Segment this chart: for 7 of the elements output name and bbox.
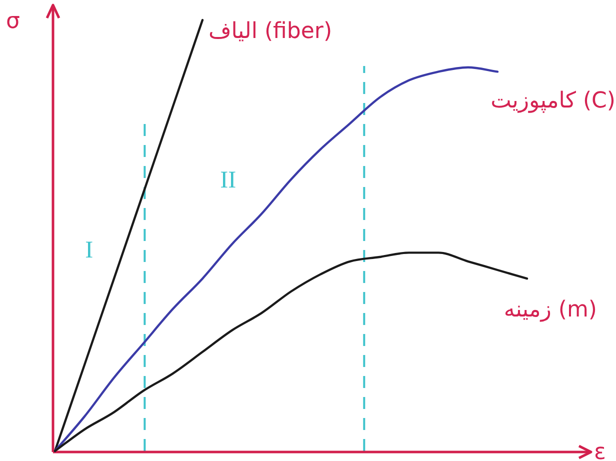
annotation: II [220,168,236,194]
annotation: I [85,238,94,264]
y-axis-title: σ [6,9,20,34]
series-label: زمینه (m) [504,298,597,323]
series-label: الیاف (fiber) [208,19,332,44]
series-label: کامپوزیت (C) [490,88,616,114]
x-axis-title: ε [594,440,606,461]
